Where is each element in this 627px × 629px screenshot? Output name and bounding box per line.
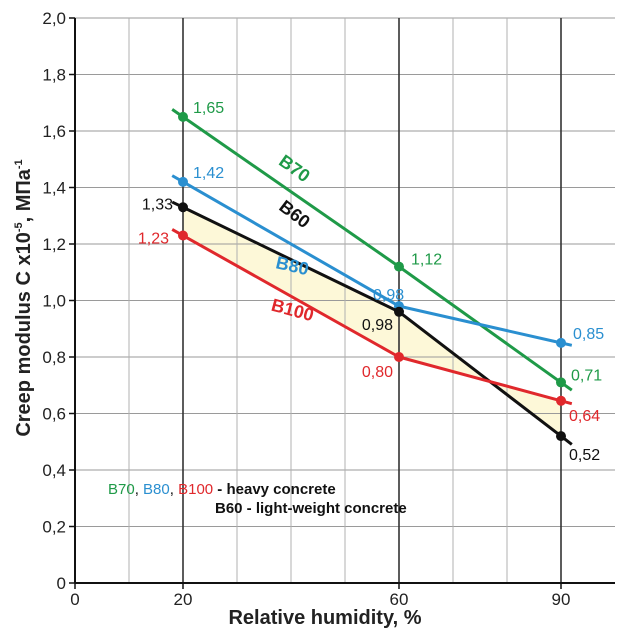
data-label-b80: 0,98	[373, 287, 404, 304]
legend-fragment: - heavy concrete	[213, 481, 336, 498]
y-tick-label: 1,6	[42, 122, 66, 141]
data-label-b70: 1,12	[411, 252, 442, 269]
legend-fragment: B100	[178, 481, 213, 498]
data-point-b70	[556, 377, 566, 388]
data-label-b60: 1,33	[142, 196, 173, 213]
x-tick-label: 20	[174, 590, 193, 609]
data-label-b70: 1,65	[193, 100, 224, 117]
data-point-b70	[394, 261, 404, 272]
y-tick-label: 0,4	[42, 461, 66, 480]
series-layer	[171, 108, 573, 446]
x-tick-label: 0	[70, 590, 79, 609]
data-label-b70: 0,71	[571, 367, 602, 384]
legend-fragment: B70	[108, 481, 135, 498]
y-axis-title-unit-exponent: -1	[13, 159, 25, 169]
y-tick-label: 0	[57, 574, 66, 593]
data-point-b100	[556, 395, 566, 406]
y-tick-label: 0,2	[42, 518, 66, 537]
y-tick-label: 0,8	[42, 348, 66, 367]
legend-fragment: B60 - light-weight concrete	[215, 500, 407, 517]
legend-fragment: ,	[135, 481, 143, 498]
shaded-region-layer	[183, 207, 561, 437]
data-label-b100: 1,23	[138, 231, 169, 248]
data-point-b60	[394, 306, 404, 317]
y-tick-label: 0,6	[42, 405, 66, 424]
x-tick-label: 90	[552, 590, 571, 609]
data-point-b100	[178, 230, 188, 241]
x-axis-title: Relative humidity, %	[228, 607, 421, 629]
data-point-b60	[556, 431, 566, 442]
grid-layer	[75, 17, 615, 583]
data-label-b80: 0,85	[573, 326, 604, 343]
y-tick-label: 1,8	[42, 66, 66, 85]
data-label-b100: 0,80	[362, 364, 393, 381]
data-point-b80	[178, 176, 188, 187]
y-axis-title-main: Creep modulus C x10	[13, 232, 35, 437]
y-tick-label: 1,2	[42, 235, 66, 254]
legend-line-light-weight-concrete: B60 - light-weight concrete	[215, 500, 407, 517]
y-tick-label: 2,0	[42, 9, 66, 28]
data-point-b70	[178, 111, 188, 122]
data-label-b80: 1,42	[193, 165, 224, 182]
data-label-b60: 0,52	[569, 447, 600, 464]
y-axis-title: Creep modulus C x10-5, МПа-1	[13, 159, 35, 436]
data-point-b100	[394, 352, 404, 362]
legend-line-heavy-concrete: B70, B80, B100 - heavy concrete	[108, 481, 336, 498]
y-tick-label: 1,4	[42, 179, 66, 198]
legend-fragment: ,	[170, 481, 178, 498]
legend-fragment: B80	[143, 481, 170, 498]
y-tick-label: 1,0	[42, 292, 66, 311]
legend-layer: B70, B80, B100 - heavy concrete B60 - lig…	[108, 481, 407, 517]
y-axis-title-exponent: -5	[13, 222, 25, 232]
data-point-b60	[178, 202, 188, 213]
shaded-region-b60-b100	[183, 207, 561, 437]
x-tick-label: 60	[390, 590, 409, 609]
data-point-b80	[556, 337, 566, 348]
y-axis-title-unit: , МПа	[13, 168, 35, 222]
axis-layer: 0 0,2 0,4 0,6 0,8 1,0 1,2 1,4 1,6 1,8 2,0 0 20 60 90	[42, 9, 615, 609]
data-label-b60: 0,98	[362, 317, 393, 334]
data-label-b100: 0,64	[569, 408, 600, 425]
